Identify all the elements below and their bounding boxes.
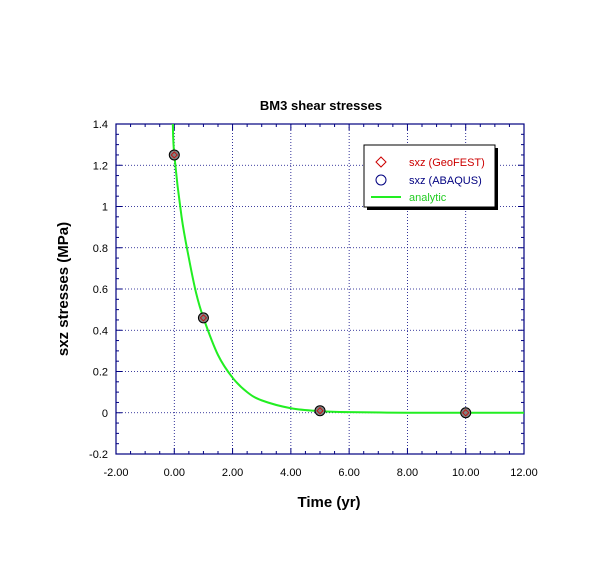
abaqus-point bbox=[460, 407, 472, 419]
x-tick-label: -2.00 bbox=[103, 467, 128, 479]
geofest-point bbox=[170, 151, 178, 159]
abaqus-point bbox=[168, 149, 180, 161]
legend-label-geofest: sxz (GeoFEST) bbox=[409, 157, 485, 169]
x-tick-label: 6.00 bbox=[338, 467, 359, 479]
chart-title: BM3 shear stresses bbox=[260, 98, 382, 113]
y-tick-label: 0.4 bbox=[93, 325, 108, 337]
x-axis-title: Time (yr) bbox=[297, 494, 360, 511]
legend-marker-abaqus bbox=[375, 174, 387, 186]
abaqus-point bbox=[314, 405, 326, 417]
x-tick-labels: -2.00 0.00 2.00 4.00 6.00 8.00 10.00 12.00 bbox=[103, 467, 537, 479]
legend: sxz (GeoFEST) sxz (ABAQUS) analytic bbox=[363, 144, 498, 210]
y-tick-label: 0.6 bbox=[93, 284, 108, 296]
legend-label-abaqus: sxz (ABAQUS) bbox=[409, 175, 482, 187]
x-tick-label: 2.00 bbox=[222, 467, 243, 479]
axis-ticks bbox=[115, 123, 525, 455]
abaqus-point bbox=[197, 312, 209, 324]
y-tick-label: 1.4 bbox=[93, 119, 108, 131]
y-tick-label: 0.2 bbox=[93, 367, 108, 379]
y-tick-label: 1 bbox=[102, 202, 108, 214]
geofest-point bbox=[316, 407, 324, 415]
y-tick-label: 0 bbox=[102, 408, 108, 420]
geofest-point bbox=[462, 409, 470, 417]
y-tick-labels: -0.2 0 0.2 0.4 0.6 0.8 1 1.2 1.4 bbox=[89, 119, 108, 461]
y-axis-title: sxz stresses (MPa) bbox=[55, 222, 72, 356]
geofest-point bbox=[199, 314, 207, 322]
x-tick-label: 4.00 bbox=[280, 467, 301, 479]
legend-label-analytic: analytic bbox=[409, 192, 447, 204]
x-tick-label: 10.00 bbox=[452, 467, 480, 479]
y-tick-label: 1.2 bbox=[93, 160, 108, 172]
x-tick-label: 8.00 bbox=[397, 467, 418, 479]
x-tick-label: 12.00 bbox=[510, 467, 538, 479]
analytic-layer bbox=[171, 123, 524, 414]
y-tick-label: 0.8 bbox=[93, 243, 108, 255]
analytic-line bbox=[171, 123, 524, 414]
x-tick-label: 0.00 bbox=[164, 467, 185, 479]
legend-marker-geofest bbox=[375, 156, 387, 168]
points-layer bbox=[168, 149, 472, 419]
y-tick-label: -0.2 bbox=[89, 449, 108, 461]
